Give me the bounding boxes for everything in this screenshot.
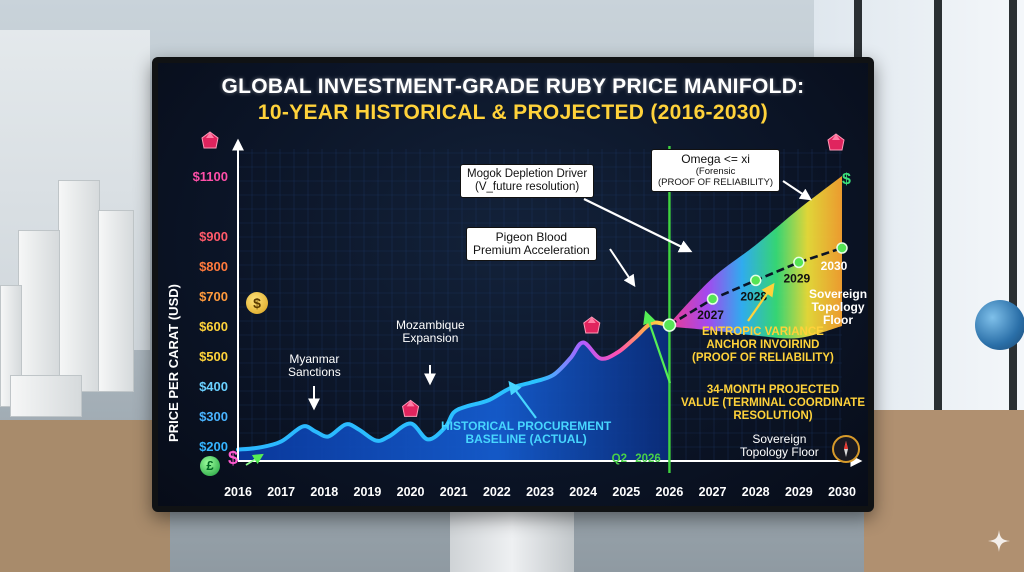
monitor: GLOBAL INVESTMENT-GRADE RUBY PRICE MANIF… bbox=[152, 57, 874, 512]
x-tick-label: 2027 bbox=[699, 485, 727, 499]
projection-point bbox=[836, 242, 848, 254]
annotation-myanmar: Myanmar Sanctions bbox=[288, 352, 341, 379]
x-tick-label: 2024 bbox=[569, 485, 597, 499]
architecture-model-tower bbox=[98, 210, 134, 392]
ruby-gem-body bbox=[402, 399, 420, 417]
currency-stack-icon: $ bbox=[842, 171, 851, 188]
annotation-arrow bbox=[245, 453, 264, 466]
desk-left bbox=[0, 420, 170, 572]
projection-point bbox=[662, 318, 677, 332]
y-tick-label: $1100 bbox=[193, 169, 228, 184]
y-tick-label: $400 bbox=[199, 379, 228, 394]
ruby-gem-facet bbox=[206, 132, 214, 138]
y-tick-label: $700 bbox=[199, 289, 228, 304]
annotation-arrow bbox=[508, 380, 537, 419]
annotation-mozambique: Mozambique Expansion bbox=[396, 318, 465, 345]
x-tick-label: 2023 bbox=[526, 485, 554, 499]
annotation-arrow bbox=[609, 248, 636, 287]
compass-icon bbox=[832, 435, 860, 463]
x-tick-label: 2017 bbox=[267, 485, 295, 499]
pound-coin-icon: £ bbox=[200, 456, 220, 476]
projection-point-label: 2030 bbox=[821, 259, 848, 273]
historical-area bbox=[236, 320, 672, 461]
projection-point-label: 2027 bbox=[697, 308, 724, 322]
ruby-gem-icon bbox=[402, 399, 420, 417]
x-tick-label: 2020 bbox=[397, 485, 425, 499]
globe-decoration bbox=[975, 300, 1024, 350]
projection-point bbox=[793, 256, 805, 269]
x-tick-label: 2018 bbox=[310, 485, 338, 499]
dollar-sign-icon: $ bbox=[228, 448, 239, 468]
chart-title: GLOBAL INVESTMENT-GRADE RUBY PRICE MANIF… bbox=[221, 75, 805, 98]
divider-label-2026: 2026 bbox=[635, 453, 661, 465]
annotation-mogok-box: Mogok Depletion Driver (V_future resolut… bbox=[460, 164, 595, 198]
ruby-gem-facet bbox=[832, 134, 840, 140]
y-tick-label: $600 bbox=[199, 319, 228, 334]
annotation-arrows bbox=[245, 180, 812, 466]
x-tick-label: 2026 bbox=[656, 485, 684, 499]
y-tick-label: $300 bbox=[199, 409, 228, 424]
annotation-entropic: ENTROPIC VARIANCE ANCHOR INVOIRIND (PROO… bbox=[692, 326, 834, 364]
architecture-model-tower bbox=[58, 180, 100, 392]
annotation-arrow bbox=[747, 282, 775, 322]
annotation-sovereign-lower: Sovereign Topology Floor bbox=[740, 432, 819, 459]
x-tick-label: 2028 bbox=[742, 485, 770, 499]
y-axis-label: PRICE PER CARAT (USD) bbox=[166, 284, 181, 442]
x-tick-label: 2016 bbox=[224, 485, 252, 499]
x-tick-label: 2021 bbox=[440, 485, 468, 499]
sparkle-icon bbox=[988, 530, 1010, 552]
architecture-model-tower bbox=[18, 230, 60, 392]
ruby-gem-icon bbox=[583, 316, 601, 334]
ruby-gem-icon bbox=[201, 131, 219, 149]
tick-labels: $200 $300 $400 $500 $600 $700 $800 $900 $1100 201… bbox=[193, 169, 856, 499]
annotation-arrow bbox=[583, 198, 693, 253]
chart-marks: 2027 2028 2029 2030 bbox=[201, 131, 848, 473]
chart-axes bbox=[232, 138, 863, 467]
chart-subtitle: 10-YEAR HISTORICAL & PROJECTED (2016-203… bbox=[257, 101, 769, 124]
dollar-coin-icon: $ bbox=[246, 292, 268, 314]
x-tick-label: 2019 bbox=[354, 485, 382, 499]
y-tick-label: $800 bbox=[199, 259, 228, 274]
annotation-projected: 34-MONTH PROJECTED VALUE (TERMINAL COORD… bbox=[681, 384, 865, 422]
projection-point bbox=[749, 274, 762, 287]
ruby-gem-facet bbox=[587, 317, 596, 323]
ruby-gem-body bbox=[583, 316, 601, 334]
ruby-gem-facet bbox=[406, 400, 415, 407]
projection-point-label: 2029 bbox=[784, 271, 811, 285]
divider-label-q2: Q2 bbox=[612, 453, 627, 465]
annotation-historical: HISTORICAL PROCUREMENT BASELINE (ACTUAL) bbox=[441, 419, 612, 446]
monitor-stand bbox=[450, 510, 574, 572]
ruby-gem-body bbox=[827, 133, 845, 151]
chart-title-block: GLOBAL INVESTMENT-GRADE RUBY PRICE MANIF… bbox=[158, 75, 868, 125]
historical-line bbox=[236, 320, 672, 452]
x-tick-label: 2030 bbox=[828, 485, 856, 499]
y-tick-label: $900 bbox=[199, 229, 228, 244]
annotation-pigeon-box: Pigeon Blood Premium Acceleration bbox=[466, 227, 597, 261]
projection-point bbox=[706, 293, 719, 305]
omega-subtitle: (Forensic (PROOF OF RELIABILITY) bbox=[658, 166, 774, 188]
monitor-screen: GLOBAL INVESTMENT-GRADE RUBY PRICE MANIF… bbox=[158, 63, 868, 506]
x-tick-label: 2025 bbox=[612, 485, 640, 499]
annotation-sovereign-upper: Sovereign Topology Floor bbox=[809, 287, 868, 327]
x-tick-label: 2029 bbox=[785, 485, 813, 499]
ruby-gem-body bbox=[201, 131, 219, 149]
y-tick-label: $200 bbox=[199, 439, 228, 454]
annotation-arrow bbox=[643, 310, 672, 384]
architecture-model-house bbox=[10, 375, 82, 417]
y-tick-label: $500 bbox=[199, 349, 228, 364]
omega-title: Omega <= xi bbox=[681, 152, 750, 166]
projection-point-label: 2028 bbox=[740, 289, 767, 303]
annotation-arrow bbox=[782, 180, 812, 201]
annotation-omega-box: Omega <= xi (Forensic (PROOF OF RELIABIL… bbox=[651, 149, 781, 192]
ruby-gem-icon bbox=[827, 133, 845, 151]
x-tick-label: 2022 bbox=[483, 485, 511, 499]
